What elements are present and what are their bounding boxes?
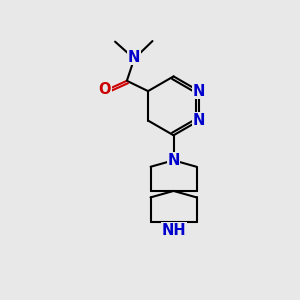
Text: N: N xyxy=(193,84,205,99)
Text: O: O xyxy=(98,82,111,97)
Text: NH: NH xyxy=(161,223,186,238)
Text: N: N xyxy=(167,153,180,168)
Text: N: N xyxy=(128,50,140,65)
Text: N: N xyxy=(193,113,205,128)
